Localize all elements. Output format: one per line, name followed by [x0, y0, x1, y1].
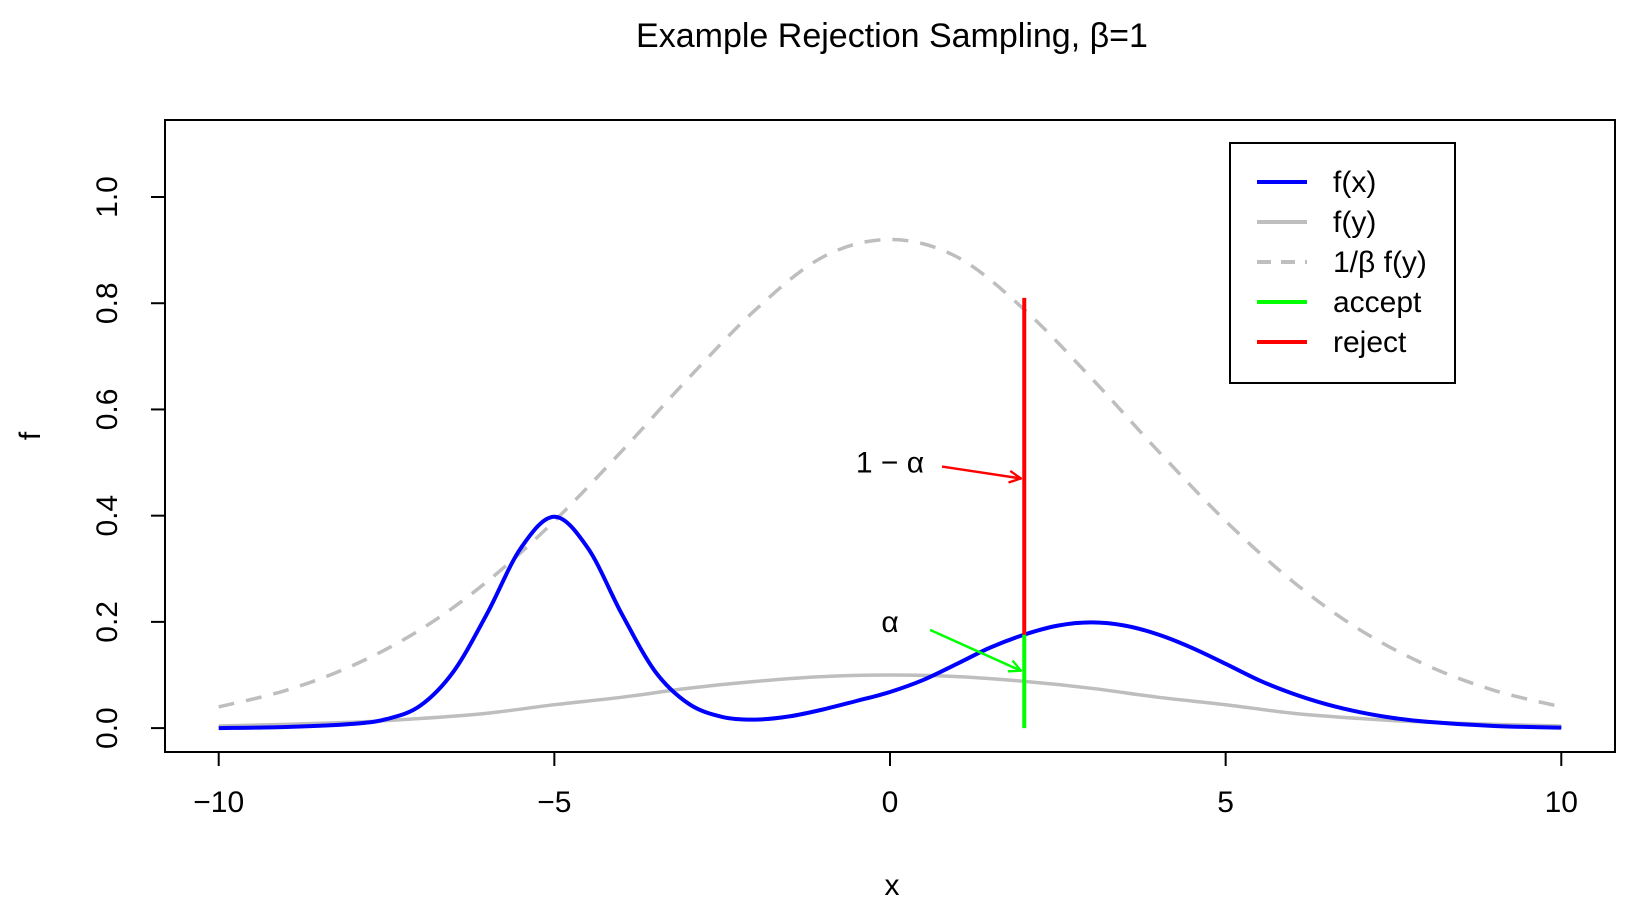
x-axis-label: x [885, 869, 900, 902]
annotation-text-1: α [881, 606, 898, 639]
y-axis-label: f [14, 431, 47, 440]
series-line-2 [218, 237, 1562, 709]
annotation-text-0: 1 − α [856, 447, 924, 480]
annotation-arrow-1 [929, 628, 1021, 671]
legend-label-2: 1/β f(y) [1333, 246, 1427, 279]
annotation-layer: 1 − α α [856, 447, 1021, 671]
y-tick-label: 0.0 [91, 707, 124, 749]
legend-label-3: accept [1333, 286, 1422, 319]
y-axis: 0.0 0.2 0.4 0.6 0.8 1.0 [91, 176, 166, 749]
annotation-arrow-0 [941, 465, 1021, 479]
y-tick-label: 0.8 [91, 282, 124, 324]
x-tick-label: −10 [193, 786, 244, 819]
chart-title: Example Rejection Sampling, β=1 [636, 17, 1148, 55]
x-axis: −10 −5 0 5 10 [193, 751, 1578, 819]
legend: f(x) f(y) 1/β f(y) accept reject [1229, 142, 1456, 384]
legend-label-1: f(y) [1333, 206, 1376, 239]
y-tick-label: 0.2 [91, 601, 124, 643]
series-layer [218, 237, 1562, 731]
x-tick-label: −5 [537, 786, 571, 819]
x-tick-label: 0 [882, 786, 899, 819]
y-tick-label: 0.4 [91, 495, 124, 537]
x-tick-label: 5 [1217, 786, 1234, 819]
y-tick-label: 1.0 [91, 176, 124, 218]
series-line-0 [218, 514, 1562, 731]
legend-label-4: reject [1333, 326, 1407, 359]
y-tick-label: 0.6 [91, 389, 124, 431]
legend-label-0: f(x) [1333, 166, 1376, 199]
series-line-1 [218, 673, 1562, 728]
x-tick-label: 10 [1545, 786, 1578, 819]
